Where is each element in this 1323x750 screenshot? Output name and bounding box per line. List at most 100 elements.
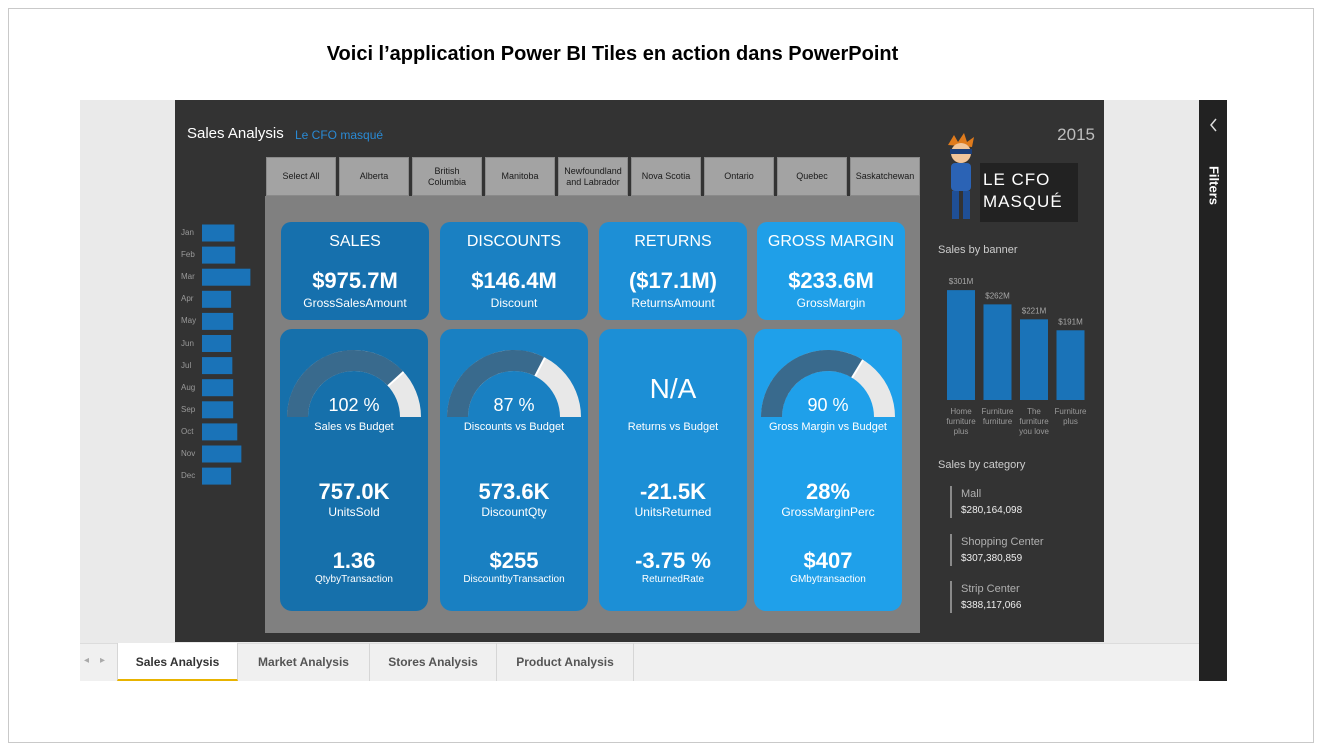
kpi-card: RETURNS ($17.1M) ReturnsAmount	[599, 222, 747, 320]
month-label: Jan	[181, 228, 194, 237]
gauge-title: Gross Margin vs Budget	[769, 421, 887, 433]
bar-category-label: Home furniture plus	[946, 407, 976, 436]
metric-label: UnitsSold	[328, 505, 380, 519]
slicer-button[interactable]: Alberta	[339, 157, 409, 196]
gauge	[287, 350, 421, 417]
bar	[202, 445, 242, 463]
logo-body	[951, 163, 971, 191]
slicer-button[interactable]: Select All	[266, 157, 336, 196]
gauge-title: Discounts vs Budget	[463, 421, 565, 433]
filters-chevron[interactable]	[1208, 117, 1220, 133]
bar	[202, 335, 232, 352]
metric-value: $407	[803, 548, 853, 573]
logo-leg	[952, 191, 959, 219]
kpi-value: $975.7M	[312, 268, 398, 293]
report-year: 2015	[1057, 125, 1095, 144]
category-divider	[950, 533, 952, 566]
bar-category-label: Furniture plus	[1054, 407, 1087, 426]
status-value: N/A	[649, 373, 697, 404]
slicer-button[interactable]: British Columbia	[412, 157, 482, 196]
kpi-label: GrossMargin	[796, 296, 866, 310]
kpi-title: DISCOUNTS	[466, 233, 562, 250]
kpi-title: SALES	[329, 233, 381, 250]
tab-nav-prev[interactable]: ◂	[84, 655, 90, 666]
month-label: May	[181, 316, 197, 326]
gauge-title: Returns vs Budget	[627, 421, 719, 433]
slide-title: Voici l’application Power BI Tiles en ac…	[326, 43, 899, 65]
section-title: Sales by category	[938, 459, 1026, 471]
metric-label: DiscountbyTransaction	[463, 574, 565, 585]
metric-label: ReturnedRate	[641, 574, 705, 585]
category-name: Shopping Center	[961, 535, 1044, 548]
bar	[983, 304, 1012, 400]
gauge-value: 90 %	[807, 395, 849, 415]
kpi-label: ReturnsAmount	[631, 296, 715, 310]
bar	[202, 357, 233, 375]
kpi-value: $146.4M	[471, 268, 557, 293]
bar	[947, 290, 975, 400]
tab[interactable]: Market Analysis	[238, 643, 370, 681]
filters-label[interactable]: Filters	[1206, 165, 1222, 205]
slicer-button[interactable]: Manitoba	[485, 157, 555, 196]
bar-value-label: $191M	[1058, 317, 1083, 326]
month-label: Dec	[181, 471, 196, 481]
category-value: $280,164,098	[961, 505, 1023, 516]
tab-active[interactable]: Sales Analysis	[117, 643, 238, 681]
month-label: Aug	[181, 382, 196, 392]
slicer-button[interactable]: Quebec	[777, 157, 847, 196]
metric-label: UnitsReturned	[634, 505, 712, 519]
metric-value: 28%	[805, 479, 851, 504]
kpi-card: GROSS MARGIN $233.6M GrossMargin	[757, 222, 905, 320]
gauge-marker	[851, 359, 864, 379]
month-label: Jun	[181, 338, 194, 348]
tab-nav-next[interactable]: ▸	[100, 655, 106, 666]
bar	[1020, 319, 1048, 400]
bar	[1056, 330, 1085, 400]
metric-label: GMbytransaction	[790, 574, 866, 585]
bar	[202, 401, 234, 419]
logo-text: LE CFO	[983, 170, 1051, 189]
bar	[202, 246, 236, 264]
kpi-title: RETURNS	[634, 233, 712, 250]
bar-category-label: Furniture furniture	[981, 407, 1014, 426]
kpi-label: GrossSalesAmount	[303, 296, 407, 310]
detail-card: 102 % Sales vs Budget 757.0K UnitsSold 1.36 Q…	[280, 329, 428, 611]
gauge	[761, 350, 895, 417]
month-label: Feb	[181, 250, 195, 260]
category-divider	[950, 581, 952, 613]
bar	[202, 379, 234, 397]
month-label: Jul	[181, 360, 192, 370]
gauge-fill	[287, 350, 404, 417]
bar-value-label: $221M	[1022, 306, 1047, 315]
bar	[202, 423, 238, 441]
gauge-value: 102 %	[328, 395, 380, 415]
bar	[202, 268, 251, 286]
tab[interactable]: Stores Analysis	[370, 643, 497, 681]
slicer-button[interactable]: Ontario	[704, 157, 774, 196]
logo-hair	[948, 133, 974, 147]
tab[interactable]: Product Analysis	[497, 643, 634, 681]
slicer-button[interactable]: Newfoundland and Labrador	[558, 157, 628, 196]
gauge-marker	[534, 357, 546, 377]
slicer-button[interactable]: Saskatchewan	[850, 157, 920, 196]
gauge-fill	[761, 350, 864, 417]
bar	[202, 312, 234, 330]
kpi-label: Discount	[490, 296, 538, 310]
month-label: Nov	[181, 449, 196, 458]
tab-bar	[80, 643, 1199, 681]
logo-leg	[963, 191, 970, 219]
metric-value: -3.75 %	[635, 548, 711, 573]
metric-value: 757.0K	[318, 479, 390, 504]
month-label: Sep	[181, 404, 196, 414]
category-value: $307,380,859	[961, 552, 1023, 564]
filters-pane[interactable]	[1199, 100, 1227, 681]
gauge	[447, 350, 581, 417]
slide-frame	[8, 8, 1314, 743]
metric-label: GrossMarginPerc	[781, 505, 875, 519]
logo-box	[980, 163, 1078, 222]
slicer-button[interactable]: Nova Scotia	[631, 157, 701, 196]
chart-title: Sales by banner	[938, 244, 1018, 256]
logo-text: MASQUÉ	[983, 192, 1063, 211]
